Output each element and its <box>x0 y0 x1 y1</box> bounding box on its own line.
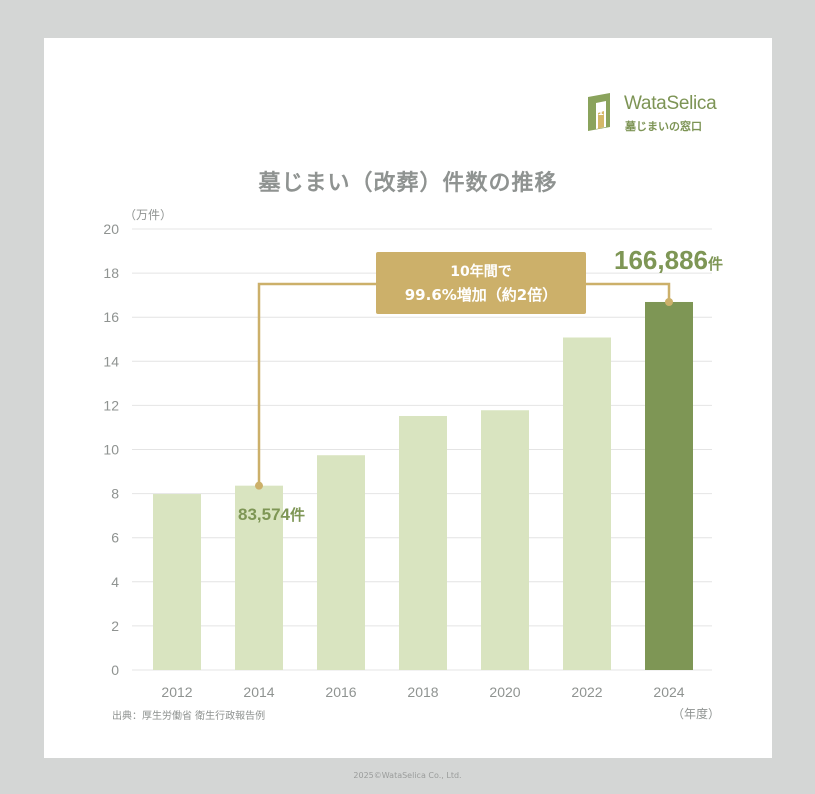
x-tick-label: 2020 <box>489 684 520 700</box>
bar-2020 <box>481 410 529 670</box>
x-tick-label: 2012 <box>161 684 192 700</box>
y-tick-label: 14 <box>103 353 119 369</box>
y-tick-labels: 0 2 4 6 8 10 12 14 16 18 20 <box>103 221 119 678</box>
x-tick-label: 2014 <box>243 684 274 700</box>
start-value-label: 83,574件 <box>238 505 305 524</box>
y-axis-unit: （万件） <box>124 208 173 222</box>
grid-lines <box>132 228 712 671</box>
end-point-dot <box>665 297 673 306</box>
chart-card: 1 WataSelica 墓じまいの窓口 墓じまい（改葬）件数の推移 （万件） … <box>44 38 772 758</box>
svg-text:1: 1 <box>598 107 604 118</box>
bar-2022 <box>563 337 611 670</box>
y-tick-label: 12 <box>103 397 119 413</box>
y-tick-label: 6 <box>111 530 119 546</box>
logo-mark-icon: 1 <box>588 93 610 131</box>
annotations: 10年間で 99.6%増加（約2倍） 83,574件 166,886件 <box>238 245 723 524</box>
x-tick-label: 2016 <box>325 684 356 700</box>
callout-line-1: 10年間で <box>450 263 511 280</box>
y-tick-label: 0 <box>111 662 119 678</box>
callout-line-2: 99.6%増加（約2倍） <box>405 286 557 304</box>
x-axis-unit: （年度） <box>672 707 721 721</box>
source-note: 出典：厚生労働省 衛生行政報告例 <box>112 711 266 722</box>
bar-2018 <box>399 415 447 670</box>
logo-subtitle: 墓じまいの窓口 <box>625 120 702 133</box>
callout-box <box>376 252 586 314</box>
bar-2012 <box>153 494 201 670</box>
x-tick-label: 2024 <box>653 684 684 700</box>
bar-2016 <box>317 455 365 670</box>
y-tick-label: 8 <box>111 486 119 502</box>
y-tick-label: 2 <box>111 618 119 634</box>
y-tick-label: 18 <box>103 265 119 281</box>
copyright-footer: 2025©WataSelica Co., Ltd. <box>353 771 462 780</box>
x-tick-label: 2022 <box>571 684 602 700</box>
y-tick-label: 10 <box>103 442 119 458</box>
end-value-label: 166,886件 <box>614 245 723 275</box>
y-tick-label: 20 <box>103 221 119 237</box>
x-tick-label: 2018 <box>407 684 438 700</box>
bar-2014 <box>235 485 283 670</box>
y-tick-label: 4 <box>111 574 119 590</box>
x-tick-labels: 2012 2014 2016 2018 2020 2022 2024 <box>161 684 684 700</box>
bars <box>153 301 693 670</box>
start-point-dot <box>255 481 263 490</box>
y-tick-label: 16 <box>103 309 119 325</box>
bar-2024 <box>645 301 693 670</box>
chart-title: 墓じまい（改葬）件数の推移 <box>258 171 558 196</box>
wataselica-logo[interactable]: 1 WataSelica 墓じまいの窓口 <box>586 93 726 139</box>
logo-name: WataSelica <box>624 93 717 114</box>
